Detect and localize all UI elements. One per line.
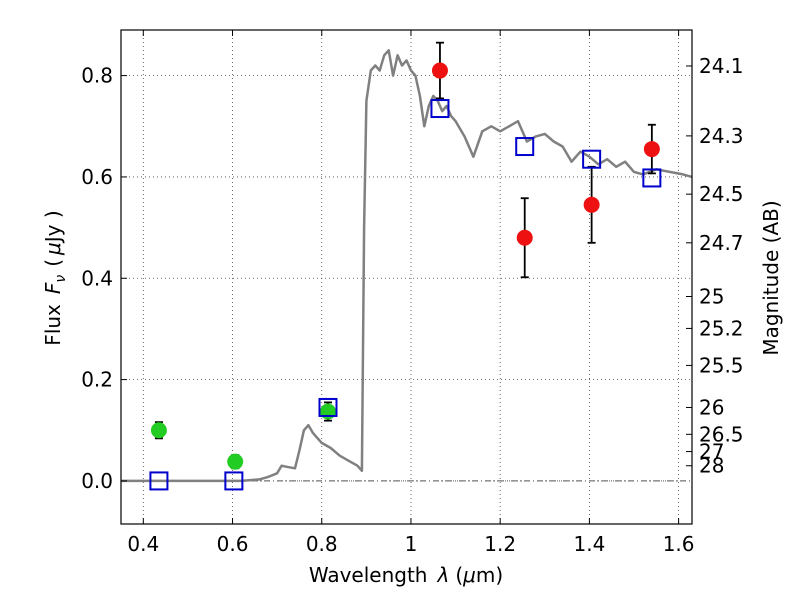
red-data-point bbox=[643, 141, 660, 158]
magnitude-tick-label: 24.5 bbox=[699, 182, 744, 206]
axes-frame bbox=[120, 29, 693, 525]
grid bbox=[121, 30, 692, 524]
x-tick-label: 0.4 bbox=[127, 532, 159, 556]
green-data-point bbox=[227, 453, 244, 470]
model-photometry-square bbox=[430, 99, 450, 119]
magnitude-tick-label: 25 bbox=[699, 285, 724, 309]
y-tick-label: 0.6 bbox=[81, 165, 113, 189]
magnitude-tick-label: 26 bbox=[699, 395, 724, 419]
magnitude-tick-label: 28 bbox=[699, 454, 724, 478]
model-photometry-square bbox=[582, 149, 602, 169]
y-tick-label: 0.2 bbox=[81, 368, 113, 392]
axis-ticks: 0.4 0.6 0.8 1 1.2 1.4 1.6 0.0 0.2 0.4 0.6 0.8 24.1 24… bbox=[81, 30, 744, 556]
x-tick-label: 0.8 bbox=[306, 532, 338, 556]
red-data-point bbox=[516, 229, 533, 246]
magnitude-tick-label: 24.3 bbox=[699, 124, 744, 148]
magnitude-tick-label: 25.2 bbox=[699, 316, 744, 340]
x-tick-label: 1.4 bbox=[573, 532, 605, 556]
x-tick-label: 1 bbox=[405, 532, 418, 556]
red-data-point bbox=[431, 62, 448, 79]
magnitude-tick-label: 25.5 bbox=[699, 353, 744, 377]
x-axis-label: Wavelength λ (μm) bbox=[309, 563, 503, 587]
y-tick-label: 0.8 bbox=[81, 64, 113, 88]
model-photometry-square bbox=[149, 471, 169, 491]
green-data-point bbox=[319, 403, 336, 420]
y-tick-label: 0.4 bbox=[81, 266, 113, 290]
y-axis-label: FluxFν(μJy ) bbox=[41, 210, 69, 345]
x-tick-label: 1.2 bbox=[484, 532, 516, 556]
right-axis-label: Magnitude (AB) bbox=[759, 200, 783, 355]
plot-area bbox=[121, 41, 693, 491]
magnitude-tick-label: 24.7 bbox=[699, 231, 744, 255]
green-data-point bbox=[150, 422, 167, 439]
y-tick-label: 0.0 bbox=[81, 469, 113, 493]
red-data-point bbox=[583, 196, 600, 213]
x-tick-label: 0.6 bbox=[217, 532, 249, 556]
magnitude-tick-label: 27 bbox=[699, 440, 724, 464]
model-photometry-square bbox=[642, 168, 662, 188]
magnitude-tick-label: 24.1 bbox=[699, 54, 744, 78]
model-photometry-square bbox=[515, 137, 535, 157]
model-photometry-square bbox=[318, 397, 338, 417]
model-photometry-square bbox=[224, 471, 244, 491]
magnitude-tick-label: 26.5 bbox=[699, 422, 744, 446]
model-sed-curve bbox=[121, 49, 693, 483]
x-tick-label: 1.6 bbox=[663, 532, 695, 556]
